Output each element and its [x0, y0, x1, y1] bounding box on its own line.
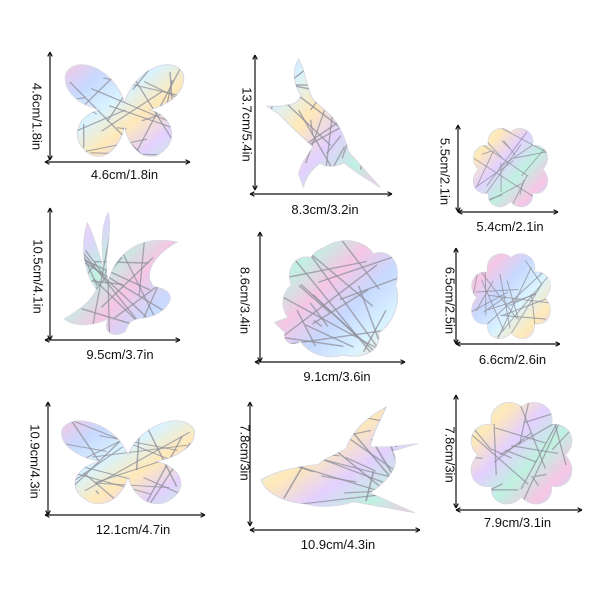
width-arrow — [457, 209, 559, 215]
height-arrow — [45, 401, 51, 516]
height-arrow — [247, 401, 253, 527]
width-arrow — [249, 527, 421, 533]
height-arrow — [453, 394, 459, 509]
width-label: 10.9cm/4.3in — [300, 537, 376, 552]
width-arrow — [44, 337, 181, 343]
width-arrow — [249, 191, 393, 197]
height-arrow — [257, 231, 263, 363]
width-label: 9.1cm/3.6in — [303, 369, 371, 384]
height-arrow — [453, 247, 459, 345]
width-label: 4.6cm/1.8in — [90, 167, 159, 182]
width-arrow — [44, 159, 191, 165]
width-label: 7.9cm/3.1in — [483, 515, 552, 530]
width-label: 5.4cm/2.1in — [476, 219, 544, 234]
height-arrow — [47, 51, 53, 161]
width-arrow — [44, 512, 206, 518]
height-arrow — [47, 207, 53, 341]
height-arrow — [455, 124, 461, 213]
width-label: 9.5cm/3.7in — [86, 347, 154, 362]
width-arrow — [455, 507, 583, 513]
width-label: 6.6cm/2.6in — [478, 352, 547, 367]
width-label: 8.3cm/3.2in — [291, 202, 359, 217]
width-arrow — [254, 359, 406, 365]
width-label: 12.1cm/4.7in — [95, 522, 171, 537]
height-arrow — [252, 54, 258, 191]
width-arrow — [455, 341, 561, 347]
